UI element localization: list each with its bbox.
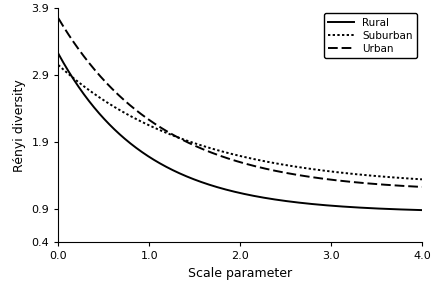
- Rural: [252, 195, 257, 198]
- Rural: [56, 52, 61, 55]
- Suburban: [252, 158, 257, 161]
- Urban: [252, 164, 257, 168]
- Suburban: [228, 152, 233, 155]
- Rural: [418, 208, 424, 212]
- Urban: [410, 185, 415, 188]
- Urban: [228, 158, 233, 161]
- Line: Suburban: Suburban: [58, 65, 421, 179]
- Y-axis label: Rényi diversity: Rényi diversity: [13, 79, 26, 172]
- Rural: [272, 198, 277, 201]
- Line: Rural: Rural: [58, 54, 421, 210]
- Urban: [230, 158, 235, 162]
- Suburban: [272, 162, 277, 165]
- Suburban: [353, 173, 358, 176]
- Suburban: [230, 153, 235, 156]
- Rural: [228, 189, 233, 193]
- Urban: [56, 16, 61, 20]
- Suburban: [410, 177, 415, 181]
- Suburban: [418, 178, 424, 181]
- Suburban: [56, 63, 61, 67]
- Urban: [353, 181, 358, 184]
- Urban: [272, 169, 277, 172]
- Line: Urban: Urban: [58, 18, 421, 187]
- X-axis label: Scale parameter: Scale parameter: [187, 267, 292, 280]
- Urban: [418, 185, 424, 189]
- Legend: Rural, Suburban, Urban: Rural, Suburban, Urban: [323, 13, 416, 58]
- Rural: [353, 206, 358, 209]
- Rural: [230, 190, 235, 193]
- Rural: [410, 208, 415, 212]
